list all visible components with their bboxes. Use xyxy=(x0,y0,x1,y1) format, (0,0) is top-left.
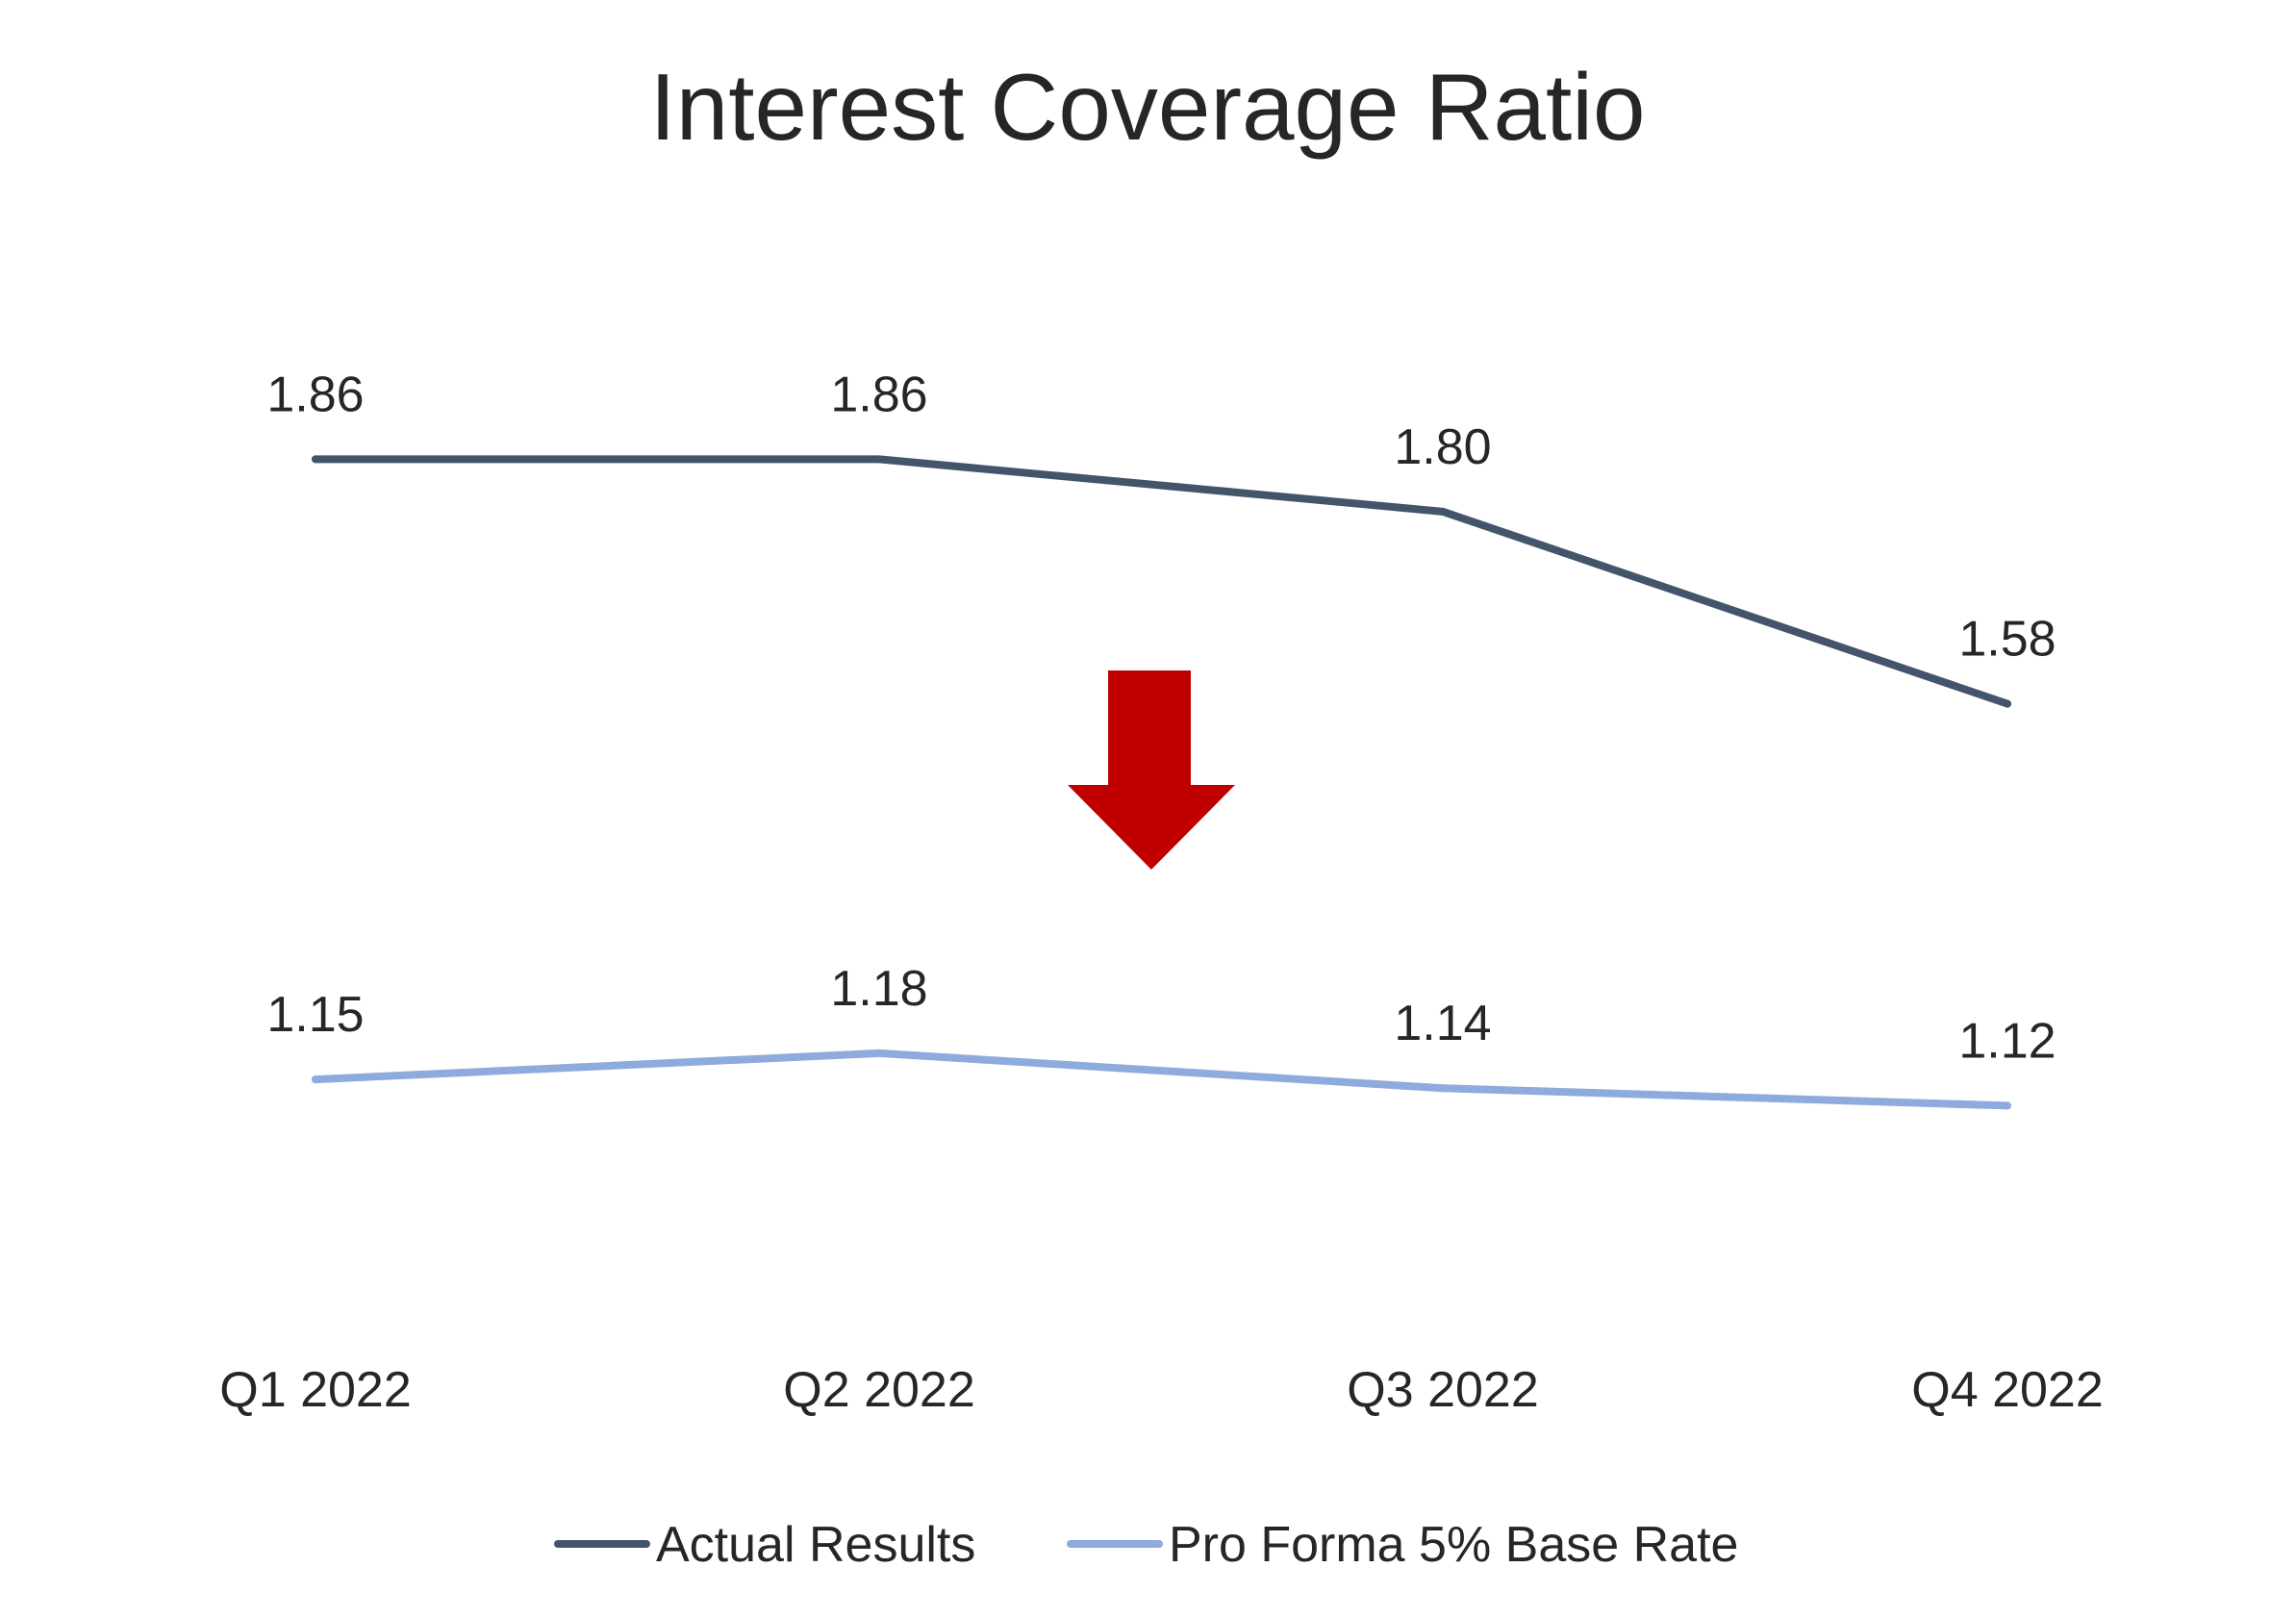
annotation-layer xyxy=(1068,670,1235,870)
legend-item-1: Actual Results xyxy=(554,1517,975,1573)
series-1-data-label: 1.80 xyxy=(1394,419,1491,475)
series-2-point xyxy=(312,1075,319,1084)
series-1-segment xyxy=(1439,507,2011,708)
series-1-data-label: 1.58 xyxy=(1958,612,2056,668)
series-1-data-label: 1.86 xyxy=(266,367,364,422)
series-1-line xyxy=(312,455,2011,708)
series-2-segment xyxy=(312,1049,883,1084)
plot-area: 1.86 1.86 1.80 1.58 1.15 1.18 1.14 1.12 Q1 2022 Q… xyxy=(219,367,2104,1418)
series-2-point xyxy=(1439,1084,1447,1093)
x-tick-label: Q3 2022 xyxy=(1347,1362,1539,1418)
series-2-segment xyxy=(1439,1084,2011,1110)
legend-label: Actual Results xyxy=(656,1517,975,1573)
series-2-segment xyxy=(875,1049,1447,1093)
series-2-data-label: 1.14 xyxy=(1394,996,1491,1051)
legend-label: Pro Forma 5% Base Rate xyxy=(1169,1517,1738,1573)
x-tick-label: Q4 2022 xyxy=(1911,1362,2104,1418)
series-2-data-label: 1.12 xyxy=(1958,1013,2056,1069)
series-2-point xyxy=(875,1049,883,1057)
x-tick-label: Q2 2022 xyxy=(783,1362,975,1418)
x-tick-label: Q1 2022 xyxy=(219,1362,412,1418)
series-2-data-label: 1.15 xyxy=(266,987,364,1043)
series-2-point xyxy=(2004,1101,2011,1110)
series-1-point xyxy=(2004,699,2011,708)
series-1-point xyxy=(875,455,883,464)
series-2-line xyxy=(312,1049,2011,1110)
series-1-point xyxy=(312,455,319,464)
legend-item-2: Pro Forma 5% Base Rate xyxy=(1067,1517,1738,1573)
series-1-segment xyxy=(875,455,1447,516)
legend: Actual Results Pro Forma 5% Base Rate xyxy=(554,1517,1738,1573)
series-1-data-label: 1.86 xyxy=(830,367,927,422)
series-2-data-label: 1.18 xyxy=(830,961,927,1017)
chart-title: Interest Coverage Ratio xyxy=(650,54,1646,160)
series-1-point xyxy=(1439,507,1447,516)
down-arrow-icon xyxy=(1068,670,1235,870)
